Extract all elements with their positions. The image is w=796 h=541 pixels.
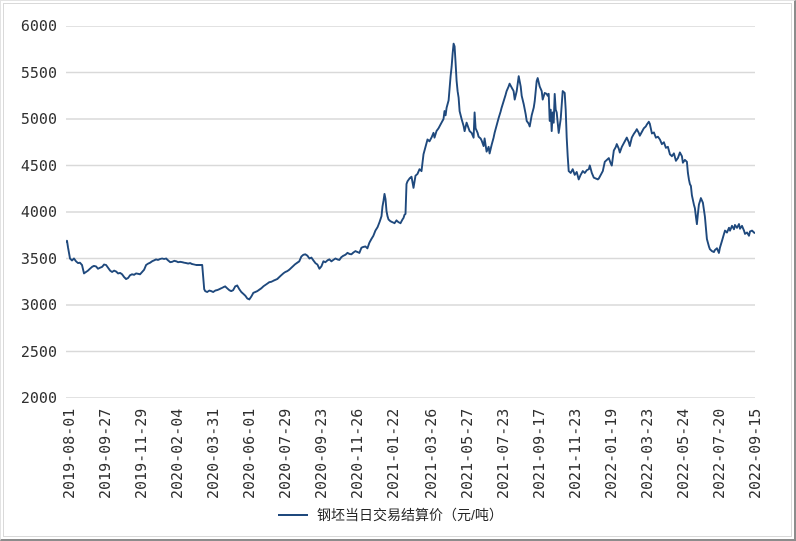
x-axis-tick-label: 2019-09-27: [96, 408, 115, 499]
x-axis-tick-label: 2022-01-19: [601, 408, 620, 499]
x-axis-tick-label: 2020-02-04: [168, 408, 187, 499]
y-axis-tick-label: 4500: [20, 156, 57, 175]
x-axis-tick-label: 2021-09-17: [529, 408, 548, 499]
legend-line-swatch: [278, 514, 309, 516]
x-axis-tick-label: 2020-11-26: [348, 408, 367, 499]
y-axis-tick-label: 2500: [20, 342, 57, 361]
x-axis-tick-label: 2020-06-01: [240, 408, 259, 499]
y-axis-tick-label: 2000: [20, 389, 57, 407]
y-axis-tick-label: 6000: [20, 17, 57, 35]
x-axis-tick-label: 2019-11-29: [132, 408, 151, 499]
x-axis-tick-label: 2022-05-24: [673, 408, 692, 499]
chart-frame: [3, 3, 792, 537]
legend-series-label: 钢坯当日交易结算价（元/吨）: [317, 507, 503, 523]
x-axis-tick-label: 2022-03-23: [637, 408, 656, 499]
x-axis-tick-label: 2021-03-26: [421, 408, 440, 499]
x-axis-tick-label: 2021-11-23: [565, 408, 584, 499]
x-axis-tick-label: 2022-07-20: [709, 408, 728, 499]
x-axis-tick-label: 2021-05-27: [457, 408, 476, 499]
x-axis-tick-label: 2020-03-31: [204, 408, 223, 499]
price-line-chart: [66, 26, 755, 398]
x-axis-tick-label: 2019-08-01: [60, 408, 78, 499]
price-line-series: [66, 42, 755, 301]
y-axis-tick-label: 3000: [20, 296, 57, 314]
x-axis-tick-label: 2021-01-22: [384, 408, 403, 499]
x-axis-tick-label: 2022-09-15: [746, 408, 764, 499]
legend: 钢坯当日交易结算价（元/吨）: [1, 504, 780, 526]
y-axis-tick-label: 5500: [20, 63, 57, 82]
x-axis-tick-label: 2020-07-29: [276, 408, 295, 499]
y-axis-tick-label: 3500: [20, 249, 57, 268]
y-axis-tick-label: 4000: [20, 203, 57, 221]
x-axis-tick-label: 2020-09-23: [312, 408, 331, 499]
y-axis-tick-label: 5000: [20, 110, 57, 128]
x-axis-tick-label: 2021-07-23: [493, 408, 512, 499]
gridlines: [66, 26, 755, 398]
